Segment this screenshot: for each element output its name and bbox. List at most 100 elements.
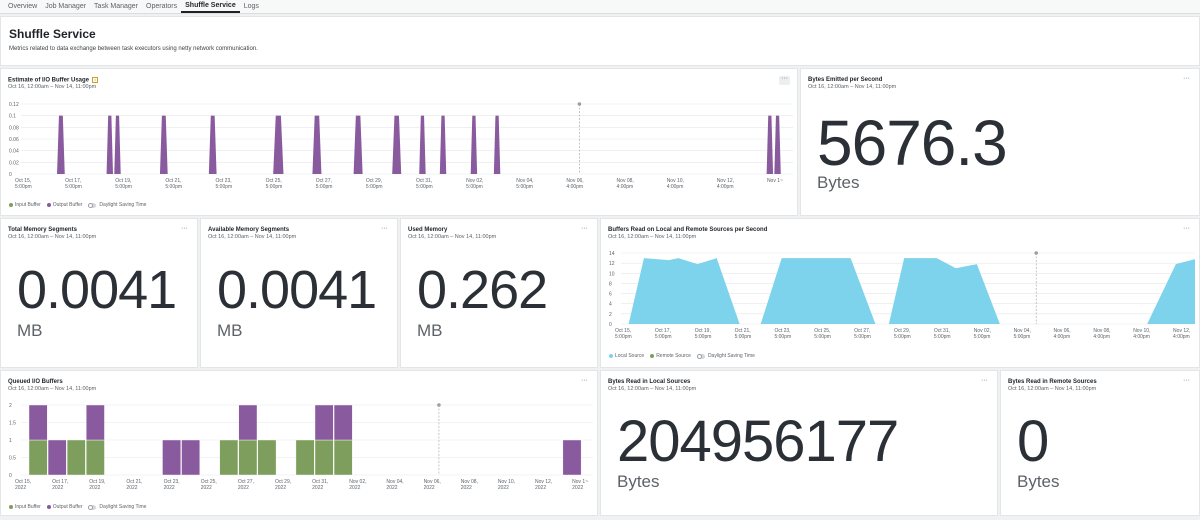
- x-tick-label: Nov 02,: [349, 479, 366, 485]
- data-spike: [273, 115, 284, 174]
- bar-segment: [257, 439, 277, 476]
- dst-toggle[interactable]: Daylight Saving Time: [88, 202, 146, 208]
- time-marker-dot: [577, 102, 582, 106]
- x-tick-label: 4:00pm: [1053, 334, 1070, 340]
- x-tick-label: 2022: [52, 485, 63, 491]
- queued-buffers-card: Queued I/O Buffers Oct 16, 12:00am – Nov…: [0, 370, 598, 516]
- x-tick-label: 5:00pm: [316, 184, 333, 190]
- data-spike: [439, 115, 447, 174]
- data-spike: [353, 115, 363, 174]
- x-tick-label: Oct 31,: [416, 178, 432, 184]
- tab-shuffle-service[interactable]: Shuffle Service: [181, 0, 240, 13]
- x-tick-label: Oct 25,: [201, 479, 217, 485]
- tab-operators[interactable]: Operators: [146, 3, 178, 10]
- more-options-icon[interactable]: ···: [981, 377, 988, 384]
- legend-item-input-buffer[interactable]: Input Buffer: [9, 202, 41, 208]
- more-options-icon[interactable]: ···: [779, 75, 790, 85]
- more-options-icon[interactable]: ···: [581, 377, 588, 384]
- y-tick-label: 0.06: [9, 137, 19, 143]
- legend-item-local-source[interactable]: Local Source: [609, 353, 644, 359]
- x-tick-label: Oct 17,: [65, 178, 81, 184]
- tab-task-manager[interactable]: Task Manager: [94, 3, 139, 10]
- x-tick-label: 2022: [275, 485, 286, 491]
- x-tick-label: 2022: [201, 485, 212, 491]
- metric-unit: MB: [417, 321, 443, 340]
- legend-dot-icon: [650, 354, 655, 358]
- y-tick-label: 0.08: [9, 125, 19, 131]
- tab-bar: Overview Job Manager Task Manager Operators…: [0, 0, 1200, 14]
- more-options-icon[interactable]: ···: [381, 225, 388, 232]
- x-tick-label: Nov 08,: [1093, 328, 1110, 334]
- x-tick-label: 5:00pm: [266, 184, 283, 190]
- tab-job-manager[interactable]: Job Manager: [45, 3, 87, 10]
- toggle-icon[interactable]: [88, 504, 97, 510]
- info-icon[interactable]: i: [92, 77, 99, 83]
- data-spike: [470, 115, 478, 174]
- chart-legend: Input Buffer Output Buffer Daylight Savi…: [9, 504, 152, 510]
- bytes-emitted-card: Bytes Emitted per Second Oct 16, 12:00am…: [800, 68, 1200, 216]
- toggle-icon[interactable]: [88, 202, 97, 208]
- x-tick-label: Nov 04,: [1014, 328, 1031, 334]
- bar-segment: [28, 404, 48, 441]
- x-tick-label: Oct 21,: [735, 328, 751, 334]
- bar-segment: [66, 439, 86, 476]
- y-tick-label: 1.5: [9, 421, 16, 427]
- legend-item-output-buffer[interactable]: Output Buffer: [46, 504, 82, 510]
- x-tick-label: Oct 15,: [615, 328, 631, 334]
- card-date-range: Oct 16, 12:00am – Nov 14, 11:00pm: [8, 84, 97, 90]
- y-tick-label: 0.1: [9, 114, 16, 120]
- toggle-icon[interactable]: [696, 353, 705, 359]
- y-tick-label: 0.12: [9, 102, 19, 108]
- x-tick-label: Nov 1~: [572, 479, 588, 485]
- card-date-range: Oct 16, 12:00am – Nov 14, 11:00pm: [608, 234, 697, 240]
- available-memory-card: Available Memory Segments Oct 16, 12:00a…: [200, 218, 398, 368]
- bar-segment: [47, 439, 67, 476]
- more-options-icon[interactable]: ···: [1183, 75, 1190, 82]
- tab-overview[interactable]: Overview: [8, 3, 38, 10]
- more-options-icon[interactable]: ···: [581, 225, 588, 232]
- x-tick-label: Nov 04,: [386, 479, 403, 485]
- x-tick-label: Nov 12,: [1173, 328, 1190, 334]
- more-options-icon[interactable]: ···: [1183, 377, 1190, 384]
- card-date-range: Oct 16, 12:00am – Nov 14, 11:00pm: [8, 234, 97, 240]
- metric-value: 204956177: [617, 409, 899, 474]
- card-date-range: Oct 16, 12:00am – Nov 14, 11:00pm: [808, 84, 897, 90]
- more-options-icon[interactable]: ···: [181, 225, 188, 232]
- time-marker-dot: [437, 403, 441, 407]
- x-tick-label: Oct 25,: [814, 328, 830, 334]
- dst-toggle[interactable]: Daylight Saving Time: [696, 353, 755, 359]
- data-spike: [419, 115, 426, 174]
- more-options-icon[interactable]: ···: [1183, 225, 1190, 232]
- y-tick-label: 4: [609, 302, 612, 308]
- x-tick-label: Oct 27,: [316, 178, 332, 184]
- x-tick-label: 4:00pm: [717, 184, 734, 190]
- legend-item-output-buffer[interactable]: Output Buffer: [46, 202, 82, 208]
- legend-item-input-buffer[interactable]: Input Buffer: [9, 504, 41, 510]
- x-tick-label: 5:00pm: [814, 334, 831, 340]
- x-tick-label: 5:00pm: [854, 334, 871, 340]
- x-tick-label: Nov 1~: [767, 178, 783, 184]
- x-tick-label: 2022: [498, 485, 509, 491]
- bar-segment: [333, 404, 353, 441]
- x-tick-label: Nov 04,: [516, 178, 533, 184]
- metric-value: 0.262: [417, 260, 548, 320]
- time-marker-dot: [1034, 251, 1038, 255]
- dst-toggle[interactable]: Daylight Saving Time: [88, 504, 146, 510]
- x-tick-label: Oct 23,: [774, 328, 790, 334]
- x-tick-label: 4:00pm: [617, 184, 634, 190]
- page-header: Shuffle Service Metrics related to data …: [0, 16, 1200, 66]
- tab-logs[interactable]: Logs: [243, 3, 259, 10]
- y-tick-label: 0: [9, 473, 12, 479]
- metric-value: 5676.3: [817, 107, 1008, 179]
- legend-item-remote-source[interactable]: Remote Source: [650, 353, 691, 359]
- x-tick-label: 4:00pm: [1173, 334, 1190, 340]
- x-tick-label: 2022: [461, 485, 472, 491]
- bar-segment: [181, 439, 201, 476]
- bar-segment: [562, 439, 582, 476]
- bar-segment: [295, 439, 315, 476]
- x-tick-label: 5:00pm: [774, 334, 791, 340]
- data-spike: [312, 115, 322, 174]
- y-tick-label: 0.5: [9, 456, 16, 462]
